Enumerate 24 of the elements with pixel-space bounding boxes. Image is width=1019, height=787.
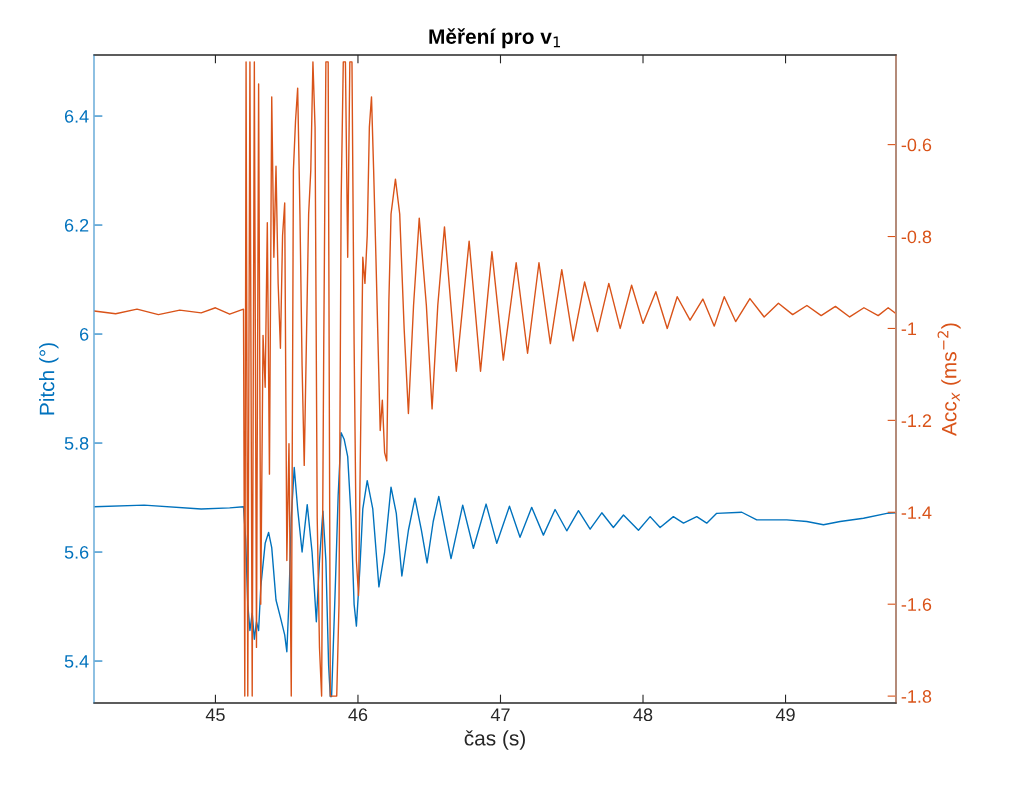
y2-tick-label: -1.6 [901, 598, 932, 611]
y-tick-label: 6.2 [64, 218, 89, 232]
y2-tick-label: -0.8 [901, 230, 932, 244]
chart-title: Měření pro v$_{1}$ [429, 28, 561, 49]
y2-tick-label: -1.2 [901, 414, 932, 427]
line-series [94, 431, 896, 698]
y2-tick-label: -0.6 [901, 138, 932, 152]
y2-axis-title: Acc$_{x}$ (ms$^{−2}$) [937, 323, 961, 436]
x-axis-title: čas (s) [464, 730, 525, 750]
y2-tick-label: -1.4 [901, 506, 932, 519]
y2-tick-label: -1.8 [901, 690, 932, 703]
y-tick-label: 5.6 [64, 545, 89, 559]
x-tick-label: 49 [775, 708, 795, 722]
y-tick-label: 5.8 [64, 436, 89, 450]
x-tick-label: 46 [348, 708, 368, 722]
y-tick-label: 5.4 [64, 655, 89, 668]
x-tick-label: 45 [205, 708, 225, 722]
line-series [94, 61, 896, 697]
y-tick-label: 6.4 [64, 109, 89, 123]
x-tick-label: 48 [633, 708, 653, 722]
y2-tick-label: -1 [901, 322, 917, 335]
y-axis-title: Pitch (°) [39, 343, 59, 415]
x-tick-label: 47 [490, 708, 510, 721]
y-tick-label: 6 [80, 327, 89, 341]
